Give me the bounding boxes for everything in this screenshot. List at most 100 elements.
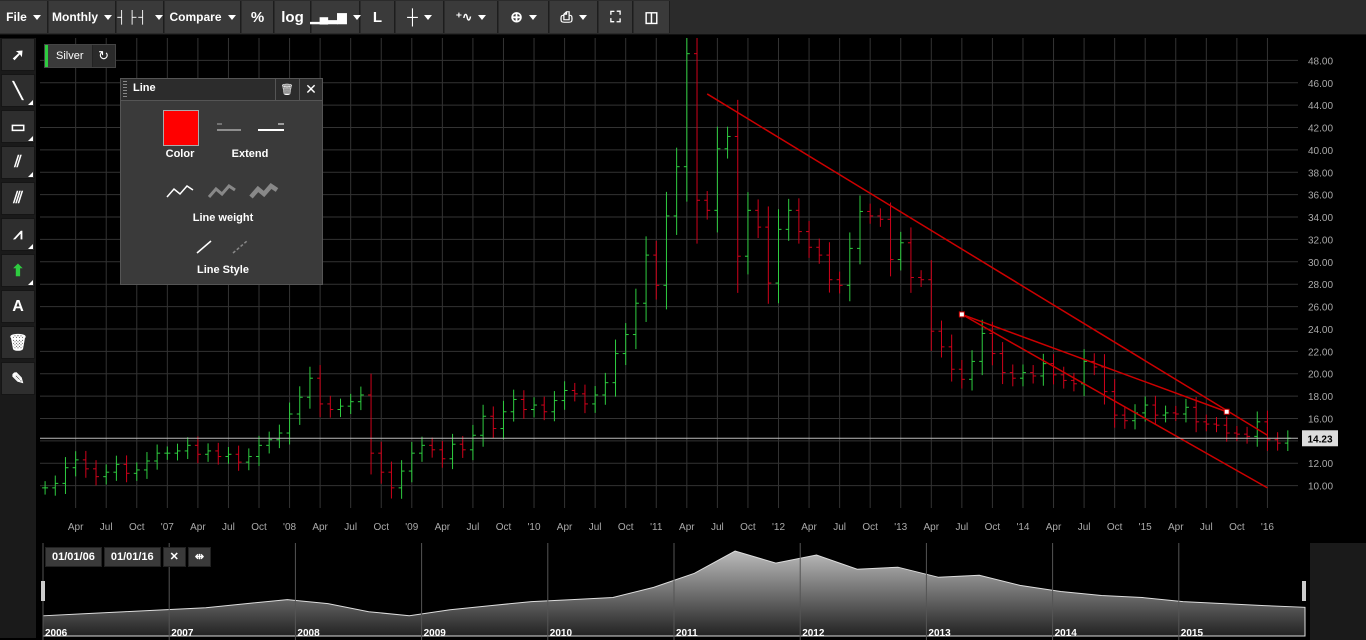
text-tool[interactable]: A (1, 290, 35, 323)
ohlc-bar (1274, 432, 1281, 451)
close-panel-button[interactable]: ✕ (299, 79, 322, 100)
x-tick-label: Jul (1200, 522, 1213, 533)
range-navigator[interactable]: 2006 2007 2008 2009 2010 2011 2012 2013 2014 2015 (38, 543, 1310, 640)
ohlc-bar (775, 209, 782, 304)
reset-range-button[interactable]: ✕ (162, 547, 186, 567)
delete-line-button[interactable]: 🗑 (275, 79, 298, 100)
ohlc-bar (571, 382, 578, 402)
line-mode-button[interactable]: L (361, 1, 395, 33)
period-dropdown[interactable]: Monthly (49, 1, 116, 33)
ohlc-bar (154, 444, 161, 470)
navigator-year-label: 2010 (550, 628, 573, 639)
color-label: Color (165, 148, 195, 160)
ohlc-bar (602, 372, 609, 405)
y-tick-label: 24.00 (1308, 325, 1333, 336)
x-tick-label: '09 (405, 522, 418, 533)
chart-type-button[interactable]: ┤├┤ (117, 1, 164, 33)
ohlc-icon: ┤├┤ (117, 10, 149, 24)
crosshair-button[interactable]: ┼ (396, 1, 444, 33)
eraser-tool[interactable]: ✎ (1, 362, 35, 395)
ohlc-bar (1203, 414, 1210, 432)
percent-label: % (250, 8, 265, 26)
log-label: log (281, 8, 304, 26)
fullscreen-icon: ⛶ (610, 8, 621, 26)
ohlc-bar (357, 386, 364, 411)
line-weight-label: Line weight (192, 212, 254, 224)
ohlc-bar (266, 431, 273, 454)
x-tick-label: '11 (650, 522, 663, 533)
ohlc-bar (1162, 405, 1169, 423)
indicators-button[interactable]: ▁▄▂▆ (310, 1, 361, 33)
studies-button[interactable]: ⁺∿ (445, 1, 498, 33)
compare-label: Compare (169, 10, 222, 24)
zoom-button[interactable]: ⊕ (499, 1, 549, 33)
channel-tool[interactable]: ⫻ (1, 182, 35, 215)
x-tick-label: Apr (312, 522, 328, 533)
refresh-icon[interactable]: ↻ (91, 45, 115, 67)
indicator-icon: ▁▄▂▆ (310, 10, 347, 24)
y-tick-label: 12.00 (1308, 459, 1333, 470)
print-button[interactable]: ⎙ (550, 1, 598, 33)
ohlc-bar (184, 437, 191, 460)
chevron-down-icon (104, 14, 112, 20)
percent-button[interactable]: % (242, 1, 274, 33)
line-style-dashed-icon[interactable] (231, 239, 249, 255)
price-chart[interactable]: 10.0012.0014.0016.0018.0020.0022.0024.00… (38, 38, 1366, 543)
navigator-year-label: 2013 (928, 628, 951, 639)
chevron-down-icon (352, 14, 361, 20)
ohlc-bar (1030, 365, 1037, 384)
expand-range-button[interactable]: ⇹ (187, 547, 212, 567)
ohlc-bar (724, 126, 731, 159)
eraser-icon: ✎ (11, 370, 25, 388)
navigator-year-label: 2012 (802, 628, 825, 639)
extend-right-icon[interactable] (258, 121, 286, 133)
trendlines[interactable] (706, 93, 1268, 489)
submenu-indicator-icon (28, 100, 33, 105)
trendline-handle (958, 311, 965, 318)
ohlc-bar (969, 350, 976, 391)
pointer-tool[interactable]: ➚ (1, 38, 35, 71)
compare-dropdown[interactable]: Compare (165, 1, 241, 33)
zoom-icon: ⊕ (510, 9, 523, 26)
fan-tool[interactable]: ⫽ (1, 146, 35, 179)
y-tick-label: 46.00 (1308, 79, 1333, 90)
ohlc-bar (897, 231, 904, 271)
file-menu-button[interactable]: File (0, 1, 48, 33)
rectangle-icon: ▭ (10, 118, 26, 136)
color-swatch[interactable] (163, 110, 199, 146)
line-style-solid-icon[interactable] (195, 239, 213, 255)
ohlc-bar (337, 398, 344, 418)
ohlc-bar (1121, 407, 1128, 429)
x-tick-label: Oct (740, 522, 756, 533)
arrow-tool[interactable]: ⬆ (1, 254, 35, 287)
expand-horizontal-icon: ⇹ (194, 551, 205, 563)
ohlc-bar (1009, 364, 1016, 387)
chevron-down-icon (154, 14, 163, 20)
symbol-name[interactable]: Silver (48, 45, 92, 67)
range-end-input[interactable]: 01/01/16 (103, 547, 161, 567)
rectangle-tool[interactable]: ▭ (1, 110, 35, 143)
drag-handle-icon[interactable] (123, 81, 127, 97)
delete-drawings-tool[interactable]: 🗑 (1, 326, 35, 359)
range-start-input[interactable]: 01/01/06 (45, 547, 102, 567)
line-weight-medium-icon[interactable] (207, 183, 237, 199)
fullscreen-button[interactable]: ⛶ (599, 1, 633, 33)
line-tool[interactable]: ╲ (1, 74, 35, 107)
ohlc-bar (103, 464, 110, 485)
x-tick-label: Jul (344, 522, 357, 533)
ohlc-bar (62, 457, 69, 495)
ohlc-bar (235, 445, 242, 471)
extend-left-icon[interactable] (215, 121, 241, 133)
ohlc-bar (592, 386, 599, 413)
fib-tool[interactable]: ⩘ (1, 218, 35, 251)
date-range-controls: 01/01/06 01/01/16 ✕ ⇹ (45, 547, 212, 567)
log-button[interactable]: log (275, 1, 311, 33)
line-weight-thick-icon[interactable] (249, 183, 279, 199)
submenu-indicator-icon (28, 172, 33, 177)
x-tick-label: Apr (68, 522, 84, 533)
panel-header[interactable]: Line 🗑 ✕ (121, 79, 322, 101)
line-weight-thin-icon[interactable] (165, 183, 195, 199)
chart-settings-button[interactable]: ◫ (634, 1, 670, 33)
ohlc-bar (510, 389, 517, 422)
ohlc-bar (398, 460, 405, 499)
